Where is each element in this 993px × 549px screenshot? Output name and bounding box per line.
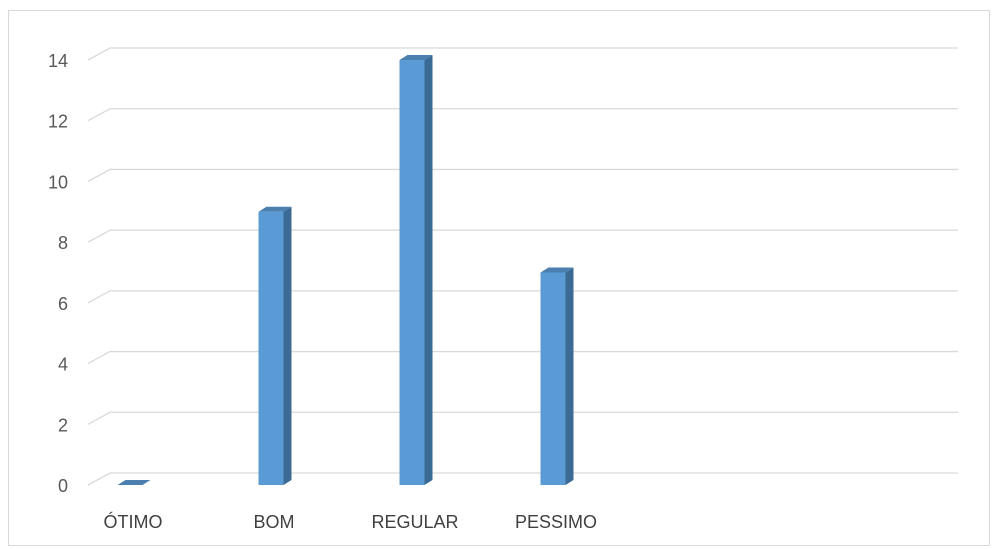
gridline (87, 472, 958, 486)
bars (117, 55, 574, 486)
bar-front (399, 60, 425, 485)
bar-side (565, 267, 574, 485)
gridline (87, 290, 958, 304)
bar-top (540, 267, 574, 273)
gridline (87, 350, 958, 365)
bar-top (117, 480, 151, 485)
gridline (87, 168, 958, 182)
bar (117, 480, 151, 485)
gridline (87, 229, 958, 243)
y-tick-label: 0 (58, 476, 68, 496)
gridline (87, 108, 958, 122)
y-tick-label: 14 (48, 51, 68, 71)
y-tick-label: 10 (48, 172, 68, 192)
gridline (87, 411, 958, 425)
bar (399, 55, 433, 485)
x-axis: ÓTIMO BOM REGULAR PESSIMO (104, 511, 598, 532)
y-axis: 0 2 4 6 8 10 12 14 (48, 51, 68, 496)
y-tick-label: 4 (58, 355, 68, 375)
x-category-label: REGULAR (371, 512, 458, 532)
y-tick-label: 2 (58, 415, 68, 435)
y-tick-label: 12 (48, 112, 68, 132)
gridlines (87, 47, 958, 486)
bar (540, 267, 574, 485)
x-category-label: BOM (253, 512, 294, 532)
bar-side (283, 206, 292, 486)
bar (258, 206, 292, 486)
bar-front (540, 272, 566, 485)
y-tick-label: 6 (58, 294, 68, 314)
x-category-label: PESSIMO (515, 512, 597, 532)
bar-top (399, 55, 433, 60)
y-tick-label: 8 (58, 233, 68, 253)
bar-front (258, 211, 284, 486)
chart-frame (8, 10, 990, 546)
gridline (87, 47, 958, 61)
bar-side (424, 55, 433, 485)
x-category-label: ÓTIMO (104, 511, 163, 532)
bar-top (258, 206, 292, 212)
